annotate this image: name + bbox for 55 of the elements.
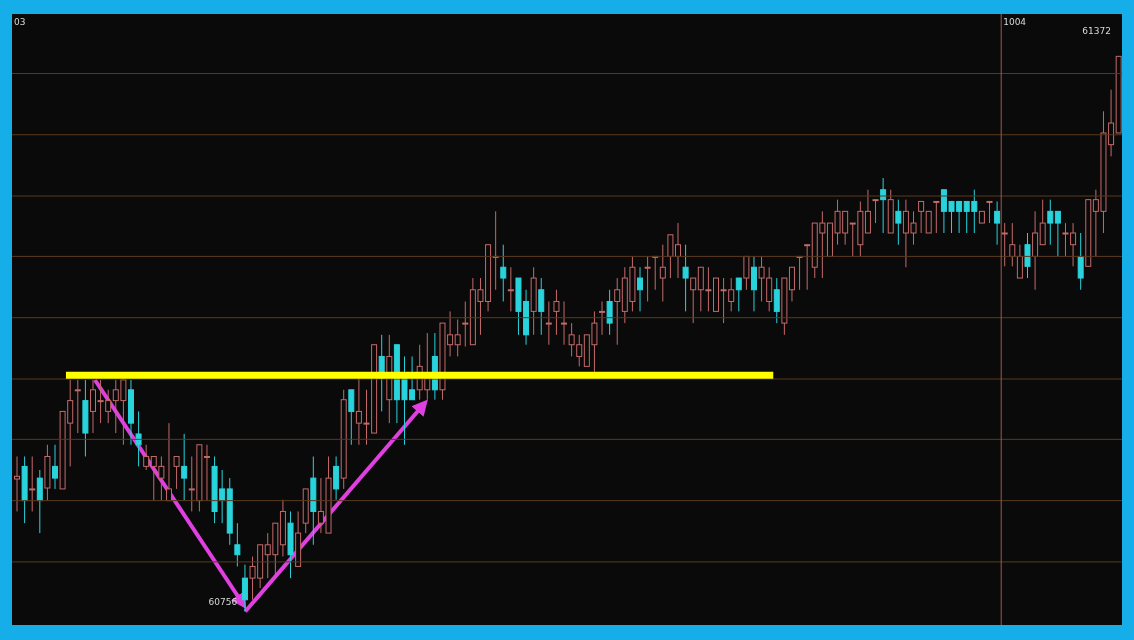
candlestick bbox=[1032, 210, 1039, 291]
annotation: 60756 bbox=[208, 597, 238, 608]
candlestick bbox=[895, 199, 902, 246]
candlestick bbox=[606, 289, 613, 336]
candlestick bbox=[181, 433, 188, 502]
candlestick bbox=[52, 444, 59, 490]
candlestick bbox=[690, 277, 697, 324]
candlestick bbox=[750, 255, 757, 312]
candlestick bbox=[644, 255, 651, 302]
candlestick bbox=[135, 410, 142, 467]
candlestick bbox=[986, 200, 993, 224]
candlestick bbox=[538, 277, 545, 336]
candlestick bbox=[994, 200, 1001, 246]
candlestick bbox=[864, 189, 871, 234]
candlestick bbox=[561, 300, 568, 346]
candlestick bbox=[743, 255, 750, 291]
candlestick bbox=[507, 266, 514, 312]
candlestick bbox=[1054, 210, 1061, 257]
candlestick bbox=[241, 564, 248, 612]
candlestick bbox=[173, 455, 180, 490]
candlestick bbox=[500, 244, 507, 302]
candlestick bbox=[234, 522, 241, 567]
candlestick bbox=[143, 444, 150, 471]
candlestick bbox=[1047, 199, 1054, 246]
annotation: 1004 bbox=[1003, 17, 1027, 27]
candlestick bbox=[735, 277, 742, 312]
candlestick bbox=[165, 422, 172, 502]
candlestick bbox=[804, 244, 811, 291]
candlestick bbox=[918, 200, 925, 234]
candlestick bbox=[1001, 222, 1008, 267]
annotation: 03 bbox=[14, 17, 26, 27]
candlestick bbox=[454, 319, 461, 357]
candlestick bbox=[333, 455, 340, 501]
annotation: 61372 bbox=[1082, 26, 1111, 37]
candlestick bbox=[1039, 199, 1046, 246]
candlestick bbox=[1077, 232, 1084, 291]
candlestick bbox=[933, 200, 940, 234]
candlestick bbox=[599, 300, 606, 336]
candlestick bbox=[1024, 232, 1031, 279]
candlestick bbox=[74, 379, 81, 434]
candlestick bbox=[925, 210, 932, 234]
candlestick bbox=[659, 244, 666, 302]
candlestick bbox=[1016, 244, 1023, 279]
candlestick bbox=[553, 289, 560, 336]
candlestick bbox=[545, 300, 552, 346]
candlestick bbox=[637, 266, 644, 312]
candlestick bbox=[614, 277, 621, 346]
candlestick bbox=[773, 277, 780, 324]
candlestick bbox=[36, 469, 43, 534]
candlestick bbox=[348, 389, 355, 446]
candlestick bbox=[1009, 222, 1016, 267]
candlestick bbox=[682, 244, 689, 312]
candlestick bbox=[29, 455, 36, 512]
candlestick bbox=[462, 300, 469, 348]
candlestick bbox=[872, 199, 879, 224]
